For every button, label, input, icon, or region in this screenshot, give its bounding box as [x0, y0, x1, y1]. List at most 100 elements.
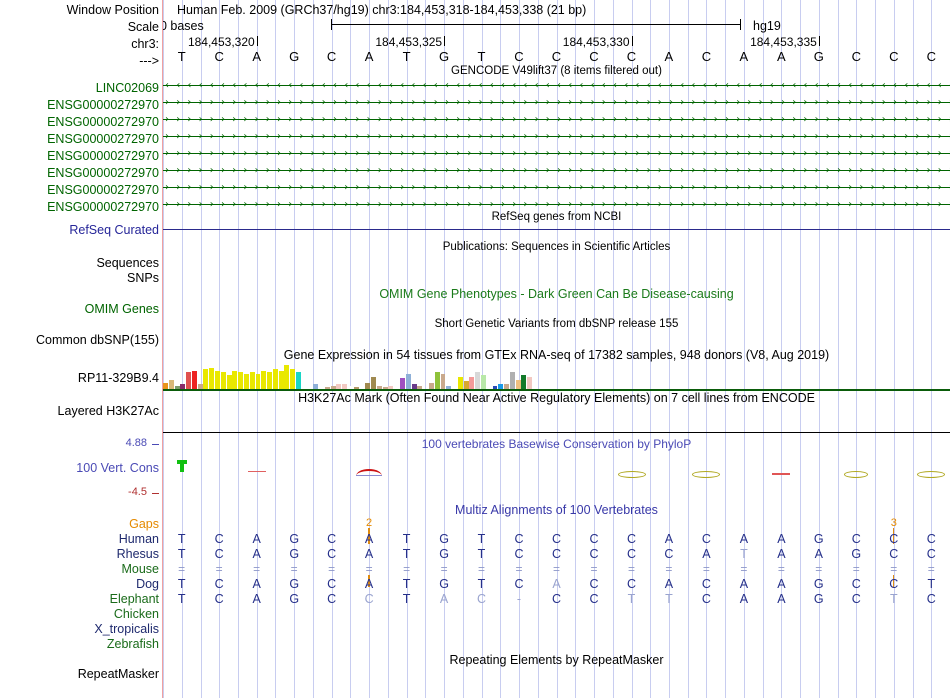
gene-label-ensg-2[interactable]: ENSG00000272970 [47, 115, 159, 129]
gtex-tissue-bar[interactable] [174, 385, 180, 390]
snps-label[interactable]: SNPs [127, 271, 159, 285]
gencode-gene-row[interactable]: › › › › › › › › › › › › › › › › › › › › › › › › › › › › › › › › › › › › › › › ›… [163, 97, 950, 108]
gencode-gene-row[interactable]: › › › › › › › › › › › › › › › › › › › › › › › › › › › › › › › › › › › › › › › ›… [163, 182, 950, 193]
gtex-tissue-bar[interactable] [295, 372, 301, 390]
gtex-tissue-bar[interactable] [163, 382, 168, 390]
gtex-tissue-bar[interactable] [417, 385, 423, 390]
cons-bar-positive-stem [179, 460, 184, 472]
gtex-tissue-bar[interactable] [168, 379, 174, 390]
gtex-tissue-bar[interactable] [290, 369, 296, 390]
gtex-tissue-bar[interactable] [220, 372, 226, 390]
common-dbsnp-label[interactable]: Common dbSNP(155) [36, 333, 159, 347]
cons-track-label[interactable]: 100 Vert. Cons [76, 461, 159, 475]
layered-h3k27ac-label[interactable]: Layered H3K27Ac [57, 404, 159, 418]
omim-genes-label[interactable]: OMIM Genes [84, 302, 159, 316]
species-label-chicken[interactable]: Chicken [113, 607, 159, 621]
refseq-curated-label[interactable]: RefSeq Curated [69, 223, 159, 237]
gtex-tissue-bar[interactable] [267, 372, 273, 390]
gtex-tissue-bar[interactable] [480, 375, 486, 390]
gtex-tissue-bar[interactable] [197, 384, 203, 390]
gtex-tissue-bar[interactable] [452, 384, 458, 390]
gtex-tissue-bar[interactable] [284, 365, 290, 390]
gtex-tissue-bar[interactable] [180, 384, 186, 390]
gtex-tissue-bar[interactable] [226, 375, 232, 390]
gtex-tissue-bar[interactable] [238, 372, 244, 390]
gtex-tissue-bar[interactable] [209, 367, 215, 390]
sequences-label[interactable]: Sequences [96, 256, 159, 270]
gene-label-ensg-1[interactable]: ENSG00000272970 [47, 98, 159, 112]
gencode-gene-row[interactable]: › › › › › › › › › › › › › › › › › › › › › › › › › › › › › › › › › › › › › › › ›… [163, 165, 950, 176]
gtex-tissue-bar[interactable] [215, 370, 220, 390]
gtex-tissue-bar[interactable] [400, 378, 405, 390]
gtex-tissue-bar[interactable] [255, 373, 261, 390]
gtex-tissue-bar[interactable] [492, 385, 498, 390]
gtex-tissue-bar[interactable] [394, 387, 400, 390]
gtex-tissue-bar[interactable] [405, 373, 411, 390]
gtex-tissue-bar[interactable] [232, 370, 238, 390]
species-label-elephant[interactable]: Elephant [109, 592, 159, 606]
gtex-tissue-bar[interactable] [469, 376, 475, 390]
gtex-tissue-bar[interactable] [272, 369, 278, 390]
gtex-tissue-bar[interactable] [411, 384, 417, 390]
gtex-tissue-bar[interactable] [388, 385, 394, 390]
gtex-tissue-bar[interactable] [498, 384, 504, 390]
gtex-tissue-bar[interactable] [342, 384, 348, 390]
gene-label-ensg-7[interactable]: ENSG00000272970 [47, 200, 159, 214]
gene-label-linc02069[interactable]: LINC02069 [95, 81, 159, 95]
species-label-rhesus[interactable]: Rhesus [116, 547, 159, 561]
gtex-tissue-bar[interactable] [434, 372, 440, 390]
gtex-tissue-bar[interactable] [504, 384, 510, 390]
gtex-tissue-bar[interactable] [243, 373, 249, 390]
gtex-tissue-bar[interactable] [353, 387, 359, 390]
gtex-tissue-bar[interactable] [515, 379, 521, 390]
gtex-tissue-bar[interactable] [278, 370, 284, 390]
gtex-tissue-bar[interactable] [440, 373, 446, 390]
gtex-gene-label[interactable]: RP11-329B9.4 [77, 371, 159, 385]
gencode-gene-row[interactable]: › › › › › › › › › › › › › › › › › › › › › › › › › › › › › › › › › › › › › › › ›… [163, 148, 950, 159]
gtex-tissue-bar[interactable] [463, 381, 469, 390]
gtex-tissue-bar[interactable] [475, 372, 481, 390]
species-label-mouse[interactable]: Mouse [121, 562, 159, 576]
gene-label-ensg-5[interactable]: ENSG00000272970 [47, 166, 159, 180]
gtex-tissue-bar[interactable] [527, 376, 533, 390]
alignment-base: T [402, 592, 411, 606]
gencode-gene-row[interactable]: › › › › › › › › › › › › › › › › › › › › › › › › › › › › › › › › › › › › › › › ›… [163, 114, 950, 125]
gtex-tissue-bar[interactable] [324, 387, 330, 390]
conservation-plot[interactable] [163, 444, 950, 496]
gencode-gene-row[interactable]: ‹ ‹ ‹ ‹ ‹ ‹ ‹ ‹ ‹ ‹ ‹ ‹ ‹ ‹ ‹ ‹ ‹ ‹ ‹ ‹ ‹ ‹ ‹ ‹ ‹ ‹ ‹ ‹ ‹ ‹ ‹ ‹ ‹ ‹ ‹ ‹ ‹ ‹ ‹ ‹… [163, 80, 950, 91]
gtex-tissue-bar[interactable] [203, 369, 209, 390]
gene-label-ensg-3[interactable]: ENSG00000272970 [47, 132, 159, 146]
gtex-tissue-bar[interactable] [486, 385, 492, 390]
gtex-tissue-bar[interactable] [371, 376, 377, 390]
gencode-gene-row[interactable]: › › › › › › › › › › › › › › › › › › › › › › › › › › › › › › › › › › › › › › › ›… [163, 199, 950, 210]
gtex-tissue-bar[interactable] [336, 384, 342, 390]
track-data-panel[interactable]: Human Feb. 2009 (GRCh37/hg19) chr3:184,4… [163, 0, 950, 698]
gtex-tissue-bar[interactable] [446, 385, 452, 390]
species-label-dog[interactable]: Dog [136, 577, 159, 591]
gtex-bar-chart[interactable] [163, 364, 950, 390]
gtex-tissue-bar[interactable] [330, 385, 336, 390]
gtex-tissue-bar[interactable] [509, 372, 515, 390]
gtex-tissue-bar[interactable] [301, 376, 307, 390]
gtex-tissue-bar[interactable] [313, 384, 319, 390]
gtex-tissue-bar[interactable] [521, 375, 527, 390]
gtex-tissue-bar[interactable] [191, 370, 197, 390]
gtex-tissue-bar[interactable] [348, 385, 353, 390]
gtex-tissue-bar[interactable] [457, 376, 463, 390]
gtex-tissue-bar[interactable] [365, 382, 371, 390]
gaps-label[interactable]: Gaps [129, 517, 159, 531]
gene-label-ensg-4[interactable]: ENSG00000272970 [47, 149, 159, 163]
gtex-tissue-bar[interactable] [382, 387, 388, 390]
gtex-tissue-bar[interactable] [186, 372, 192, 390]
species-label-x-tropicalis[interactable]: X_tropicalis [94, 622, 159, 636]
alignment-base: A [702, 547, 711, 561]
gtex-tissue-bar[interactable] [428, 382, 434, 390]
species-label-zebrafish[interactable]: Zebrafish [106, 637, 159, 651]
species-label-human[interactable]: Human [118, 532, 159, 546]
gtex-tissue-bar[interactable] [249, 372, 255, 390]
gene-label-ensg-6[interactable]: ENSG00000272970 [47, 183, 159, 197]
gtex-tissue-bar[interactable] [376, 385, 382, 390]
gencode-gene-row[interactable]: › › › › › › › › › › › › › › › › › › › › › › › › › › › › › › › › › › › › › › › ›… [163, 131, 950, 142]
assembly-label: hg19 [753, 19, 781, 33]
gtex-tissue-bar[interactable] [261, 370, 267, 390]
